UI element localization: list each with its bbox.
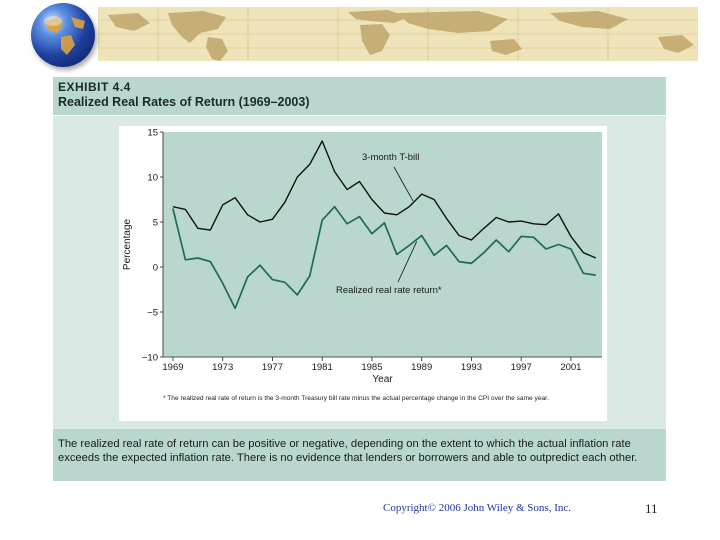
x-tick-label: 1985 <box>361 362 382 373</box>
series-line-real-rate <box>172 205 596 310</box>
line-chart: −10 −5 0 5 10 15 1969 1973 1977 1981 1985 1989 1993… <box>122 128 602 385</box>
plot-area <box>163 132 602 357</box>
x-tick-label: 1989 <box>411 362 432 373</box>
x-tick-label: 1997 <box>511 362 532 373</box>
x-tick-label: 1973 <box>212 362 233 373</box>
caption-box: The realized real rate of return can be … <box>53 429 666 481</box>
x-axis-label: Year <box>372 374 393 385</box>
y-tick-label: −5 <box>147 308 158 319</box>
exhibit-caption: The realized real rate of return can be … <box>58 438 638 464</box>
x-tick-label: 1977 <box>262 362 283 373</box>
x-tick-label: 2001 <box>560 362 581 373</box>
real-rate-leader-line <box>397 241 418 283</box>
x-tick-label: 1981 <box>312 362 333 373</box>
exhibit-header: EXHIBIT 4.4 Realized Real Rates of Retur… <box>53 77 666 116</box>
y-axis: −10 −5 0 5 10 15 <box>142 128 164 364</box>
world-map-banner <box>98 7 698 61</box>
y-tick-label: 0 <box>153 263 158 274</box>
exhibit-number: EXHIBIT 4.4 <box>58 80 131 94</box>
slide-number: 11 <box>645 501 658 516</box>
globe-logo <box>31 3 95 67</box>
y-tick-label: 15 <box>147 128 158 139</box>
exhibit-panel: EXHIBIT 4.4 Realized Real Rates of Retur… <box>53 77 666 481</box>
chart-panel: −10 −5 0 5 10 15 1969 1973 1977 1981 1985 1989 1993… <box>119 126 607 421</box>
x-tick-label: 1993 <box>461 362 482 373</box>
x-tick-label: 1969 <box>162 362 183 373</box>
series-line-tbill <box>172 140 597 259</box>
tbill-annotation: 3-month T-bill <box>362 152 419 163</box>
y-tick-label: 5 <box>153 218 158 229</box>
y-tick-label: −10 <box>142 353 158 364</box>
tbill-leader-line <box>393 166 414 202</box>
copyright-notice: Copyright© 2006 John Wiley & Sons, Inc. <box>383 502 571 514</box>
annotations: 3-month T-bill Realized real rate return* <box>336 152 442 296</box>
real-rate-annotation: Realized real rate return* <box>336 285 442 296</box>
chart-footnote: * The realized real rate of return is th… <box>163 395 549 402</box>
world-map-graphic <box>98 7 698 61</box>
y-axis-label: Percentage <box>122 218 133 270</box>
exhibit-title: Realized Real Rates of Return (1969–2003… <box>58 95 310 109</box>
globe-icon <box>44 16 85 55</box>
x-axis: 1969 1973 1977 1981 1985 1989 1993 1997 2001 <box>162 356 602 373</box>
series-lines <box>172 140 597 310</box>
y-tick-label: 10 <box>147 173 158 184</box>
